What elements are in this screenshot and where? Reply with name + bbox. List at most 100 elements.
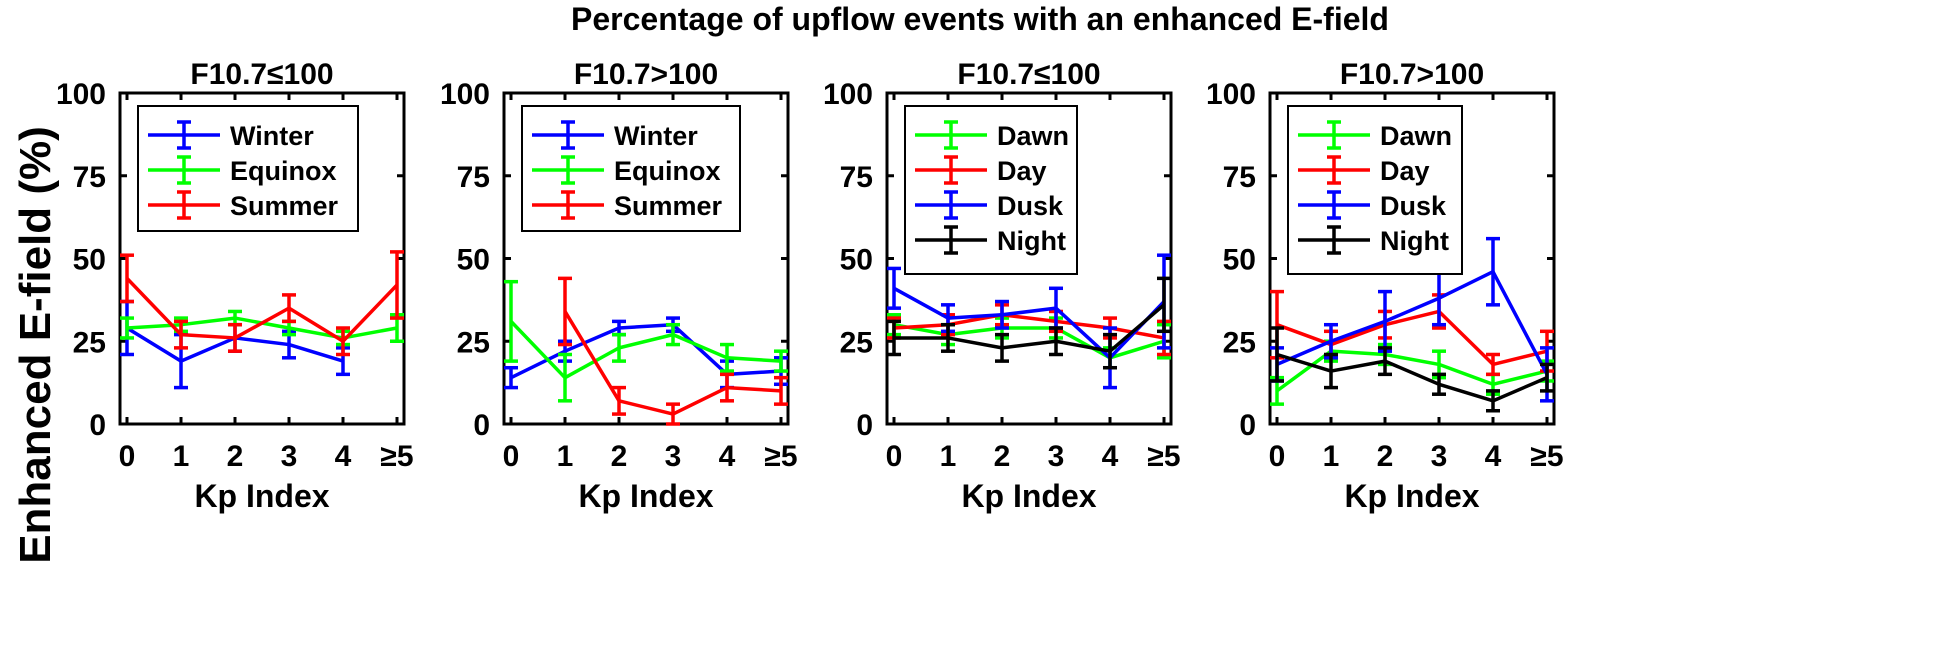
y-tick-label: 50 <box>457 244 490 277</box>
x-tick-label: 1 <box>940 440 957 473</box>
error-bar <box>666 322 680 347</box>
series-line <box>1276 269 1549 376</box>
legend-item-summer: Summer <box>532 190 723 221</box>
error-bar <box>720 342 734 373</box>
legend-item-day: Day <box>1298 155 1430 186</box>
chart-panel-2: F10.7>100 0 25 50 75 100 0 1 2 3 4 ≥5 Kp Index Winter… <box>440 58 798 514</box>
y-tick-label: 75 <box>73 161 106 194</box>
x-tick-label: 0 <box>119 440 136 473</box>
error-bar <box>720 372 734 403</box>
error-bar <box>1486 352 1500 377</box>
legend-item-summer: Summer <box>148 190 339 221</box>
legend: Dawn Day Dusk Night <box>1287 105 1463 275</box>
legend: Winter Equinox Summer <box>521 105 741 232</box>
y-tick-label: 25 <box>73 326 106 359</box>
x-axis-label: Kp Index <box>578 478 713 514</box>
x-tick-label: 1 <box>173 440 190 473</box>
error-bar <box>995 332 1009 363</box>
x-tick-label: ≥5 <box>1530 440 1563 473</box>
error-bar <box>282 293 296 324</box>
x-tick-label: 0 <box>886 440 903 473</box>
series-line <box>510 322 782 380</box>
legend-label: Day <box>997 156 1047 186</box>
error-bar <box>174 319 188 350</box>
panel-title: F10.7≤100 <box>190 58 333 91</box>
y-tick-label: 100 <box>56 78 106 111</box>
y-tick-label: 100 <box>440 78 490 111</box>
legend-label: Summer <box>230 191 339 221</box>
legend-item-dawn: Dawn <box>1298 120 1452 151</box>
error-bar <box>228 322 242 353</box>
legend-label: Dusk <box>997 191 1064 221</box>
x-tick-label: ≥5 <box>1147 440 1180 473</box>
error-bar <box>774 349 788 373</box>
legend-item-dawn: Dawn <box>915 120 1069 151</box>
legend-item-day: Day <box>915 155 1047 186</box>
y-tick-label: 75 <box>840 161 873 194</box>
x-tick-label: 4 <box>335 440 352 473</box>
y-tick-label: 50 <box>73 244 106 277</box>
series-dusk <box>887 253 1171 390</box>
x-tick-label: 1 <box>1323 440 1340 473</box>
legend-label: Dusk <box>1380 191 1447 221</box>
x-tick-label: 4 <box>719 440 736 473</box>
y-tick-label: 25 <box>457 326 490 359</box>
figure-y-axis-label: Enhanced E-field (%) <box>11 126 60 564</box>
series-night <box>887 276 1171 370</box>
y-tick-label: 50 <box>1223 244 1256 277</box>
y-tick-label: 25 <box>1223 326 1256 359</box>
x-axis-label: Kp Index <box>961 478 1096 514</box>
x-tick-label: 2 <box>1377 440 1394 473</box>
legend-label: Winter <box>614 121 698 151</box>
x-axis-label: Kp Index <box>1344 478 1479 514</box>
x-tick-label: 2 <box>227 440 244 473</box>
error-bar <box>1486 236 1500 307</box>
legend-item-night: Night <box>915 225 1066 256</box>
x-tick-label: 2 <box>994 440 1011 473</box>
series-dusk <box>1270 236 1554 403</box>
x-tick-label: 1 <box>557 440 574 473</box>
error-bar <box>1049 326 1063 357</box>
x-tick-label: 3 <box>281 440 298 473</box>
legend-item-winter: Winter <box>532 120 698 151</box>
y-tick-label: 50 <box>840 244 873 277</box>
series-summer <box>558 276 788 426</box>
series-line <box>894 303 1166 353</box>
legend: Winter Equinox Summer <box>137 105 359 232</box>
y-tick-label: 0 <box>856 409 873 442</box>
y-tick-label: 0 <box>473 409 490 442</box>
series-line <box>893 313 1165 340</box>
panel-title: F10.7>100 <box>1340 58 1484 91</box>
series-line <box>125 277 399 343</box>
error-bar <box>1432 372 1446 396</box>
legend-label: Summer <box>614 191 723 221</box>
legend-item-dusk: Dusk <box>1298 190 1447 221</box>
x-tick-label: 0 <box>503 440 520 473</box>
error-bar <box>995 299 1009 330</box>
series-line <box>509 320 782 380</box>
error-bar <box>120 253 134 304</box>
legend-item-equinox: Equinox <box>148 155 337 186</box>
y-tick-label: 0 <box>1239 409 1256 442</box>
x-tick-label: 3 <box>1431 440 1448 473</box>
series-line <box>893 322 1165 360</box>
error-bar <box>941 322 955 353</box>
error-bar <box>1324 352 1338 390</box>
legend-item-equinox: Equinox <box>532 155 721 186</box>
x-tick-label: 2 <box>611 440 628 473</box>
legend: Dawn Day Dusk Night <box>904 105 1078 275</box>
chart-panel-1: F10.7≤100 0 25 50 75 100 0 1 2 3 4 ≥5 Kp Index Winter… <box>56 58 414 514</box>
error-bar <box>612 332 626 363</box>
error-bar <box>1103 332 1117 370</box>
legend-label: Night <box>1380 226 1449 256</box>
y-tick-label: 100 <box>1206 78 1256 111</box>
legend-label: Equinox <box>230 156 337 186</box>
figure-title: Percentage of upflow events with an enha… <box>571 1 1389 37</box>
y-tick-label: 100 <box>823 78 873 111</box>
series-dawn <box>887 313 1171 370</box>
panel-title: F10.7>100 <box>574 58 718 91</box>
y-tick-label: 75 <box>1223 161 1256 194</box>
